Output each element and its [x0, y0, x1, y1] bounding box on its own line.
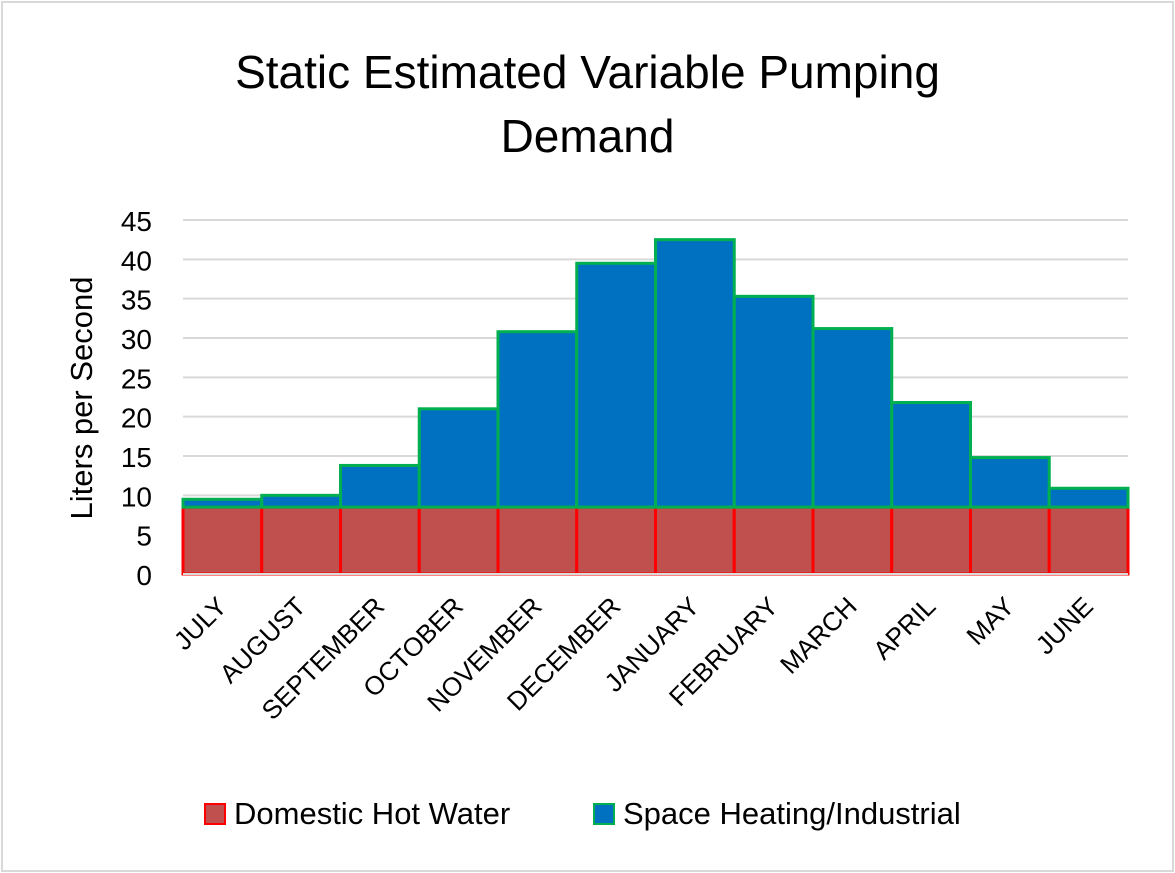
x-tick-label-may: MAY	[960, 591, 1020, 651]
x-tick-label-april: APRIL	[867, 591, 941, 665]
bar-domestic-hot-water-january	[654, 505, 736, 576]
y-tick-label-35: 35	[121, 285, 152, 316]
bar-domestic-hot-water-october	[417, 505, 500, 576]
bar-domestic-hot-water-may	[969, 505, 1051, 576]
y-tick-label-30: 30	[121, 324, 152, 355]
chart-title-line-2: Demand	[500, 110, 675, 162]
bar-domestic-hot-water-august	[260, 505, 342, 576]
y-tick-label-20: 20	[121, 403, 152, 434]
y-tick-label-5: 5	[136, 521, 152, 552]
x-tick-label-july: JULY	[168, 591, 233, 656]
legend-label-space-heating: Space Heating/Industrial	[623, 796, 961, 831]
bar-domestic-hot-water-february	[732, 505, 815, 576]
y-axis-label: Liters per Second	[64, 277, 99, 520]
bar-domestic-hot-water-december	[575, 505, 657, 576]
bar-space-heating-industrial-april	[890, 401, 972, 509]
bar-domestic-hot-water-july	[181, 505, 264, 576]
chart-title-line-1: Static Estimated Variable Pumping	[235, 46, 940, 98]
y-tick-label-0: 0	[136, 560, 152, 591]
bar-space-heating-industrial-january	[654, 238, 736, 509]
y-tick-label-15: 15	[121, 442, 152, 473]
y-tick-label-45: 45	[121, 206, 152, 237]
bar-space-heating-industrial-march	[811, 327, 894, 509]
legend-swatch-space-heating	[593, 803, 615, 825]
legend-swatch-domestic-hot-water	[204, 803, 226, 825]
bar-domestic-hot-water-june	[1047, 505, 1130, 576]
bar-space-heating-industrial-february	[732, 294, 815, 509]
chart-legend: Domestic Hot Water Space Heating/Industr…	[0, 792, 1175, 836]
bar-space-heating-industrial-september	[339, 463, 421, 509]
y-tick-label-25: 25	[121, 363, 152, 394]
bar-domestic-hot-water-november	[496, 505, 579, 576]
y-tick-label-10: 10	[121, 481, 152, 512]
bar-space-heating-industrial-may	[969, 456, 1051, 509]
chart-title: Static Estimated Variable Pumping Demand	[0, 40, 1175, 168]
legend-label-domestic-hot-water: Domestic Hot Water	[234, 796, 511, 831]
bar-domestic-hot-water-march	[811, 505, 894, 576]
bar-domestic-hot-water-april	[890, 505, 972, 576]
x-tick-label-march: MARCH	[774, 591, 863, 680]
bar-space-heating-industrial-october	[417, 407, 500, 509]
bar-space-heating-industrial-june	[1047, 486, 1130, 509]
bar-space-heating-industrial-july	[181, 497, 264, 509]
legend-item-space-heating: Space Heating/Industrial	[593, 792, 961, 836]
bar-domestic-hot-water-september	[339, 505, 421, 576]
bar-space-heating-industrial-november	[496, 330, 579, 509]
bar-space-heating-industrial-august	[260, 493, 342, 509]
x-tick-label-june: JUNE	[1030, 591, 1099, 660]
legend-item-domestic-hot-water: Domestic Hot Water	[204, 792, 510, 836]
y-tick-label-40: 40	[121, 245, 152, 276]
bar-space-heating-industrial-december	[575, 261, 657, 509]
